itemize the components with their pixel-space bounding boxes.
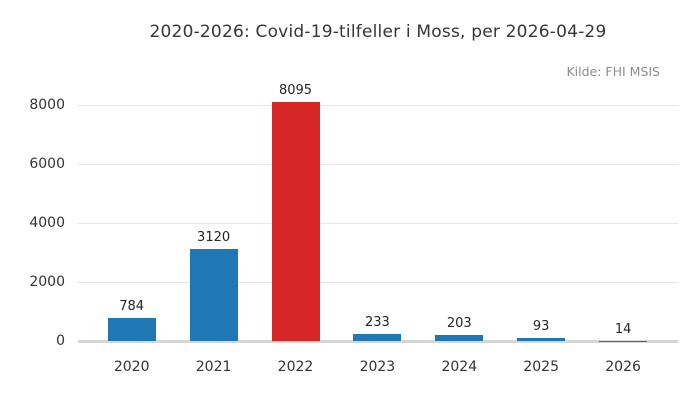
gridline <box>78 104 678 106</box>
bar-value-label: 8095 <box>278 83 313 99</box>
bar <box>353 334 402 341</box>
gridline <box>78 163 678 165</box>
gridline <box>78 281 678 283</box>
bar-value-label: 3120 <box>197 229 231 245</box>
y-tick-label: 4000 <box>29 215 65 231</box>
x-axis-line <box>78 340 678 343</box>
bar-value-label: 93 <box>532 319 550 335</box>
y-tick-label: 8000 <box>29 97 65 113</box>
bar <box>189 248 238 341</box>
bar-value-label: 14 <box>614 321 632 337</box>
bar <box>599 340 648 341</box>
bar <box>107 317 156 341</box>
bar-value-label: 233 <box>364 315 390 331</box>
x-tick-label: 2024 <box>441 359 478 375</box>
x-tick-label: 2026 <box>605 359 641 375</box>
gridline <box>78 222 678 224</box>
x-tick-label: 2021 <box>195 359 232 375</box>
x-tick-label: 2023 <box>359 359 396 375</box>
source-label: Kilde: FHI MSIS <box>566 64 660 79</box>
chart-title: 2020-2026: Covid-19-tilfeller i Moss, pe… <box>149 22 607 42</box>
y-tick-label: 6000 <box>29 156 65 172</box>
bar-value-label: 203 <box>446 316 472 331</box>
bar <box>435 335 484 341</box>
x-tick-label: 2022 <box>277 359 314 375</box>
bar <box>271 102 320 341</box>
x-tick-label: 2020 <box>113 359 150 375</box>
x-tick-label: 2025 <box>523 359 559 375</box>
bar <box>517 338 566 341</box>
y-tick-label: 2000 <box>29 274 65 290</box>
y-tick-label: 0 <box>56 333 65 349</box>
bar-value-label: 784 <box>119 298 145 314</box>
